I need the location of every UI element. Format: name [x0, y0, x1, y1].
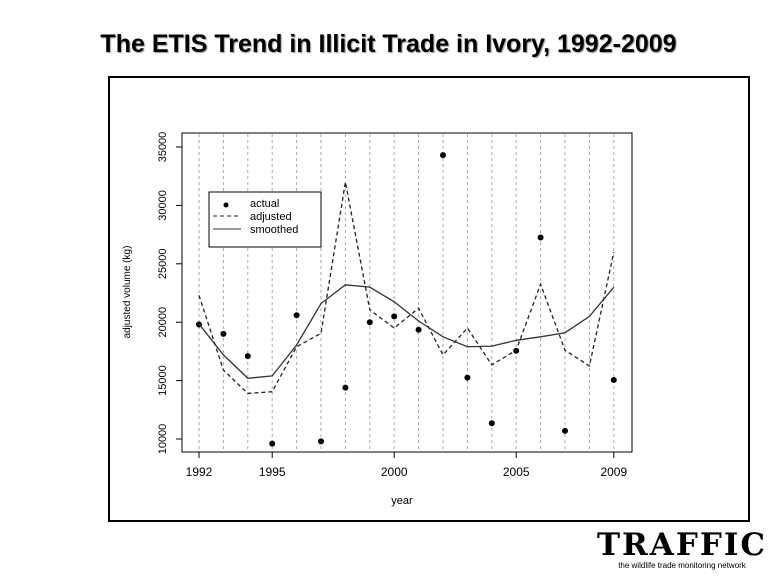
- y-tick-label: 15000: [157, 365, 169, 396]
- legend-label: actual: [250, 198, 279, 210]
- actual-point: [293, 312, 300, 319]
- chart-frame: [108, 76, 750, 522]
- y-tick-label: 30000: [157, 190, 169, 221]
- y-axis-label: adjusted volume (kg): [122, 246, 133, 339]
- actual-point: [488, 420, 495, 427]
- page-title: The ETIS Trend in Illicit Trade in Ivory…: [100, 30, 677, 58]
- x-tick-label: 1995: [259, 465, 286, 479]
- legend-label: adjusted: [250, 211, 292, 223]
- x-axis-label: year: [391, 495, 413, 507]
- x-tick-label: 2009: [600, 465, 627, 479]
- x-tick-label: 2005: [503, 465, 530, 479]
- y-tick-label: 35000: [157, 132, 169, 163]
- traffic-logo: TRAFFIC the wildlife trade monitoring ne…: [592, 527, 772, 571]
- actual-point: [391, 313, 398, 320]
- logo-tagline: the wildlife trade monitoring network: [618, 561, 746, 570]
- y-tick-label: 25000: [157, 249, 169, 280]
- actual-point: [342, 384, 349, 391]
- legend-label: smoothed: [250, 224, 298, 236]
- actual-point: [440, 152, 446, 159]
- y-tick-label: 10000: [157, 424, 169, 455]
- y-tick-label: 20000: [157, 307, 169, 338]
- plot-area: [181, 132, 633, 453]
- x-tick-label: 1992: [186, 465, 213, 479]
- actual-point: [464, 374, 471, 381]
- smoothed-line: [198, 284, 615, 379]
- actual-point: [318, 438, 324, 445]
- actual-point: [366, 319, 373, 326]
- actual-point: [415, 326, 422, 333]
- actual-point: [562, 427, 568, 434]
- actual-point: [610, 377, 617, 384]
- actual-point: [269, 440, 276, 447]
- actual-point: [220, 330, 227, 337]
- actual-point: [537, 234, 544, 241]
- logo-word: TRAFFIC: [596, 527, 768, 563]
- legend-actual-marker: [223, 202, 229, 208]
- x-tick-label: 2000: [381, 465, 408, 479]
- legend-box: [208, 191, 322, 248]
- actual-point: [244, 353, 251, 360]
